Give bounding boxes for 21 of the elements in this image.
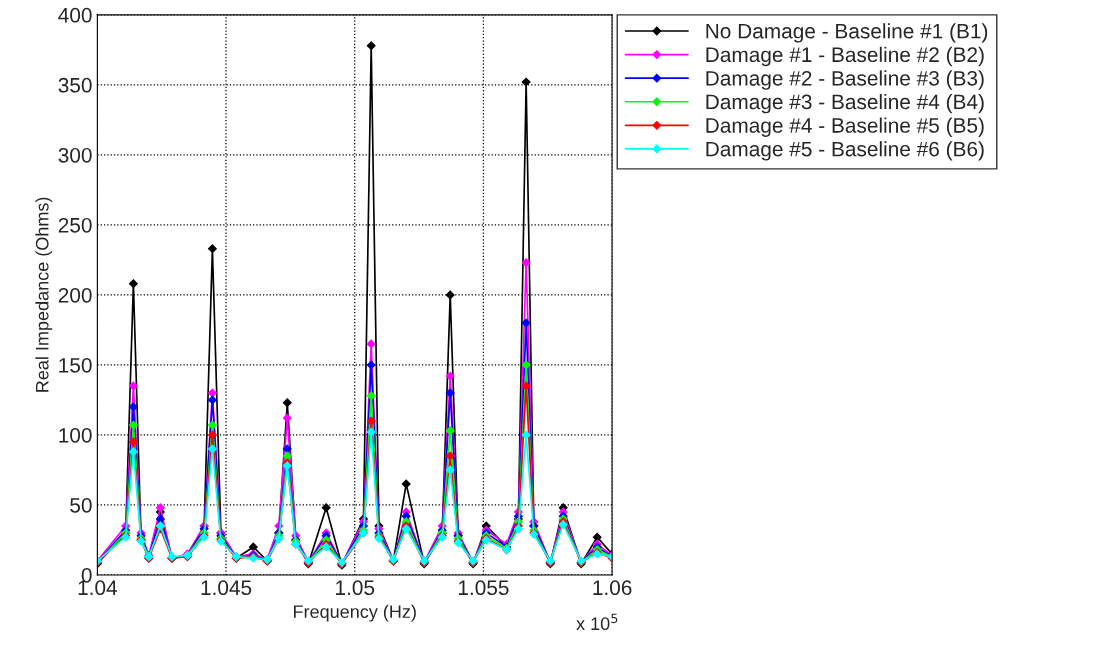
text: x 10$^{5}$ — [576, 613, 618, 631]
x-tick-label: 1.06 — [593, 580, 632, 596]
y-tick-label: 300 — [58, 147, 92, 163]
legend-label: Damage #1 - Baseline #2 (B2) — [706, 46, 984, 67]
legend-label: Damage #3 - Baseline #4 (B4) — [706, 93, 984, 114]
y-tick-label: 250 — [58, 217, 92, 233]
x-tick-label: 1.055 — [458, 580, 509, 596]
y-tick-label: 200 — [58, 287, 92, 303]
y-tick-label: 150 — [59, 357, 92, 373]
x-tick-label: 1.05 — [336, 580, 375, 596]
legend-label: Damage #2 - Baseline #3 (B3) — [706, 70, 984, 90]
y-axis-title: Real Impedance (Ohms) — [35, 197, 53, 392]
x-axis-title: Frequency (Hz) — [294, 604, 416, 622]
y-tick-label: 400 — [58, 7, 92, 23]
y-tick-label: 100 — [59, 427, 92, 443]
y-tick-label: 350 — [58, 77, 92, 93]
y-tick-label: 50 — [70, 497, 92, 513]
x-tick-label: 1.045 — [201, 580, 252, 596]
legend-label: No Damage - Baseline #1 (B1) — [706, 23, 988, 43]
legend-label: Damage #5 - Baseline #6 (B6) — [706, 141, 984, 161]
legend-label: Damage #4 - Baseline #5 (B5) — [706, 117, 984, 137]
